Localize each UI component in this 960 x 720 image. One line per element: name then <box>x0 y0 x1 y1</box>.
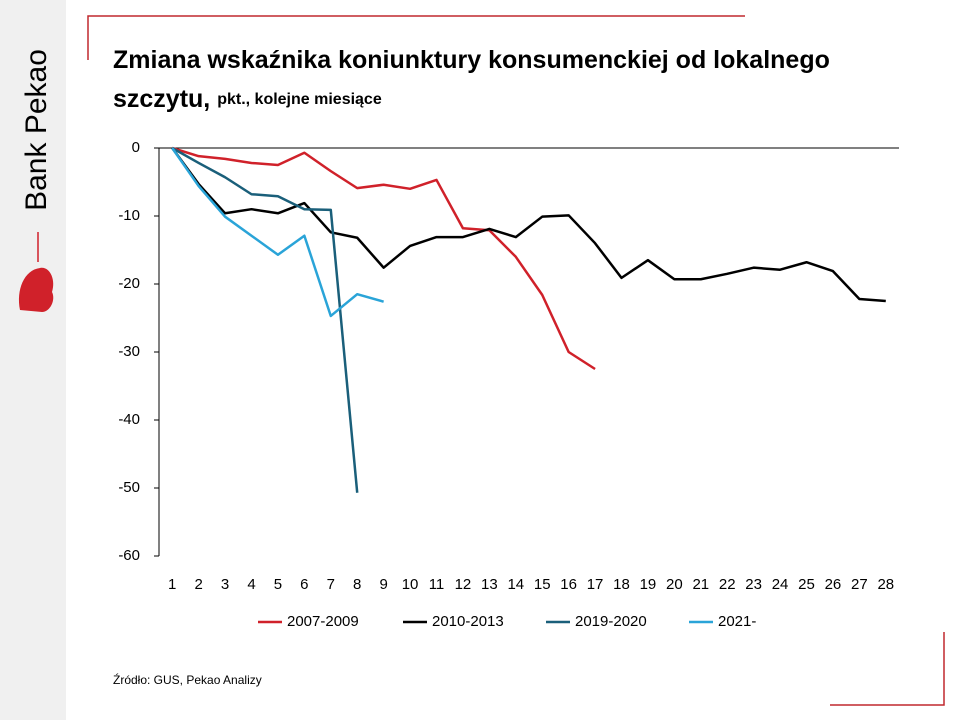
x-tick-label: 18 <box>613 576 630 593</box>
y-tick-label: 0 <box>132 139 140 156</box>
title-line: szczytu, pkt., kolejne miesiące <box>113 85 382 113</box>
x-tick-label: 20 <box>666 576 683 593</box>
x-tick-label: 14 <box>507 576 524 593</box>
x-tick-label: 11 <box>429 576 445 593</box>
y-tick-label: -30 <box>118 343 140 360</box>
title-part: Zmiana wskaźnika koniunktury konsumencki… <box>113 46 830 74</box>
legend-label: 2021- <box>718 613 756 630</box>
x-tick-label: 15 <box>534 576 551 593</box>
chart-subtitle: pkt., kolejne miesiące <box>217 91 382 108</box>
x-tick-label: 27 <box>851 576 868 593</box>
chart-title: Zmiana wskaźnika koniunktury konsumencki… <box>113 46 830 74</box>
logo-text: Bank Pekao <box>20 49 53 211</box>
logo-icon <box>18 267 54 312</box>
x-tick-label: 23 <box>745 576 762 593</box>
y-tick-label: -40 <box>118 411 140 428</box>
x-tick-label: 16 <box>560 576 577 593</box>
x-tick-label: 9 <box>379 576 387 593</box>
legend-label: 2019-2020 <box>575 613 647 630</box>
x-tick-label: 4 <box>247 576 255 593</box>
x-tick-label: 26 <box>825 576 842 593</box>
x-tick-label: 5 <box>274 576 282 593</box>
x-tick-label: 12 <box>455 576 472 593</box>
frame-top <box>87 15 745 60</box>
x-tick-label: 24 <box>772 576 789 593</box>
series-line <box>171 146 359 493</box>
y-tick-label: -20 <box>118 275 140 292</box>
series-line <box>171 146 596 371</box>
series-line <box>171 147 384 318</box>
x-tick-label: 22 <box>719 576 736 593</box>
title-part: szczytu, <box>113 85 217 113</box>
legend-label: 2007-2009 <box>287 613 359 630</box>
frame-bottom <box>830 632 945 706</box>
legend-label: 2010-2013 <box>432 613 504 630</box>
series-line <box>171 147 886 303</box>
x-tick-label: 21 <box>692 576 709 593</box>
x-tick-label: 28 <box>877 576 894 593</box>
x-tick-label: 13 <box>481 576 498 593</box>
y-tick-label: -50 <box>118 479 140 496</box>
y-tick-label: -10 <box>118 207 140 224</box>
x-tick-label: 8 <box>353 576 361 593</box>
x-tick-label: 1 <box>168 576 176 593</box>
source: Źródło: GUS, Pekao Analizy <box>113 672 262 687</box>
y-tick-label: -60 <box>118 547 140 564</box>
x-tick-label: 19 <box>640 576 657 593</box>
x-tick-label: 6 <box>300 576 308 593</box>
x-tick-label: 10 <box>402 576 419 593</box>
x-tick-label: 17 <box>587 576 604 593</box>
logo-strip <box>0 0 66 720</box>
x-tick-label: 2 <box>194 576 202 593</box>
x-tick-label: 7 <box>327 576 335 593</box>
x-tick-label: 3 <box>221 576 229 593</box>
x-tick-label: 25 <box>798 576 815 593</box>
